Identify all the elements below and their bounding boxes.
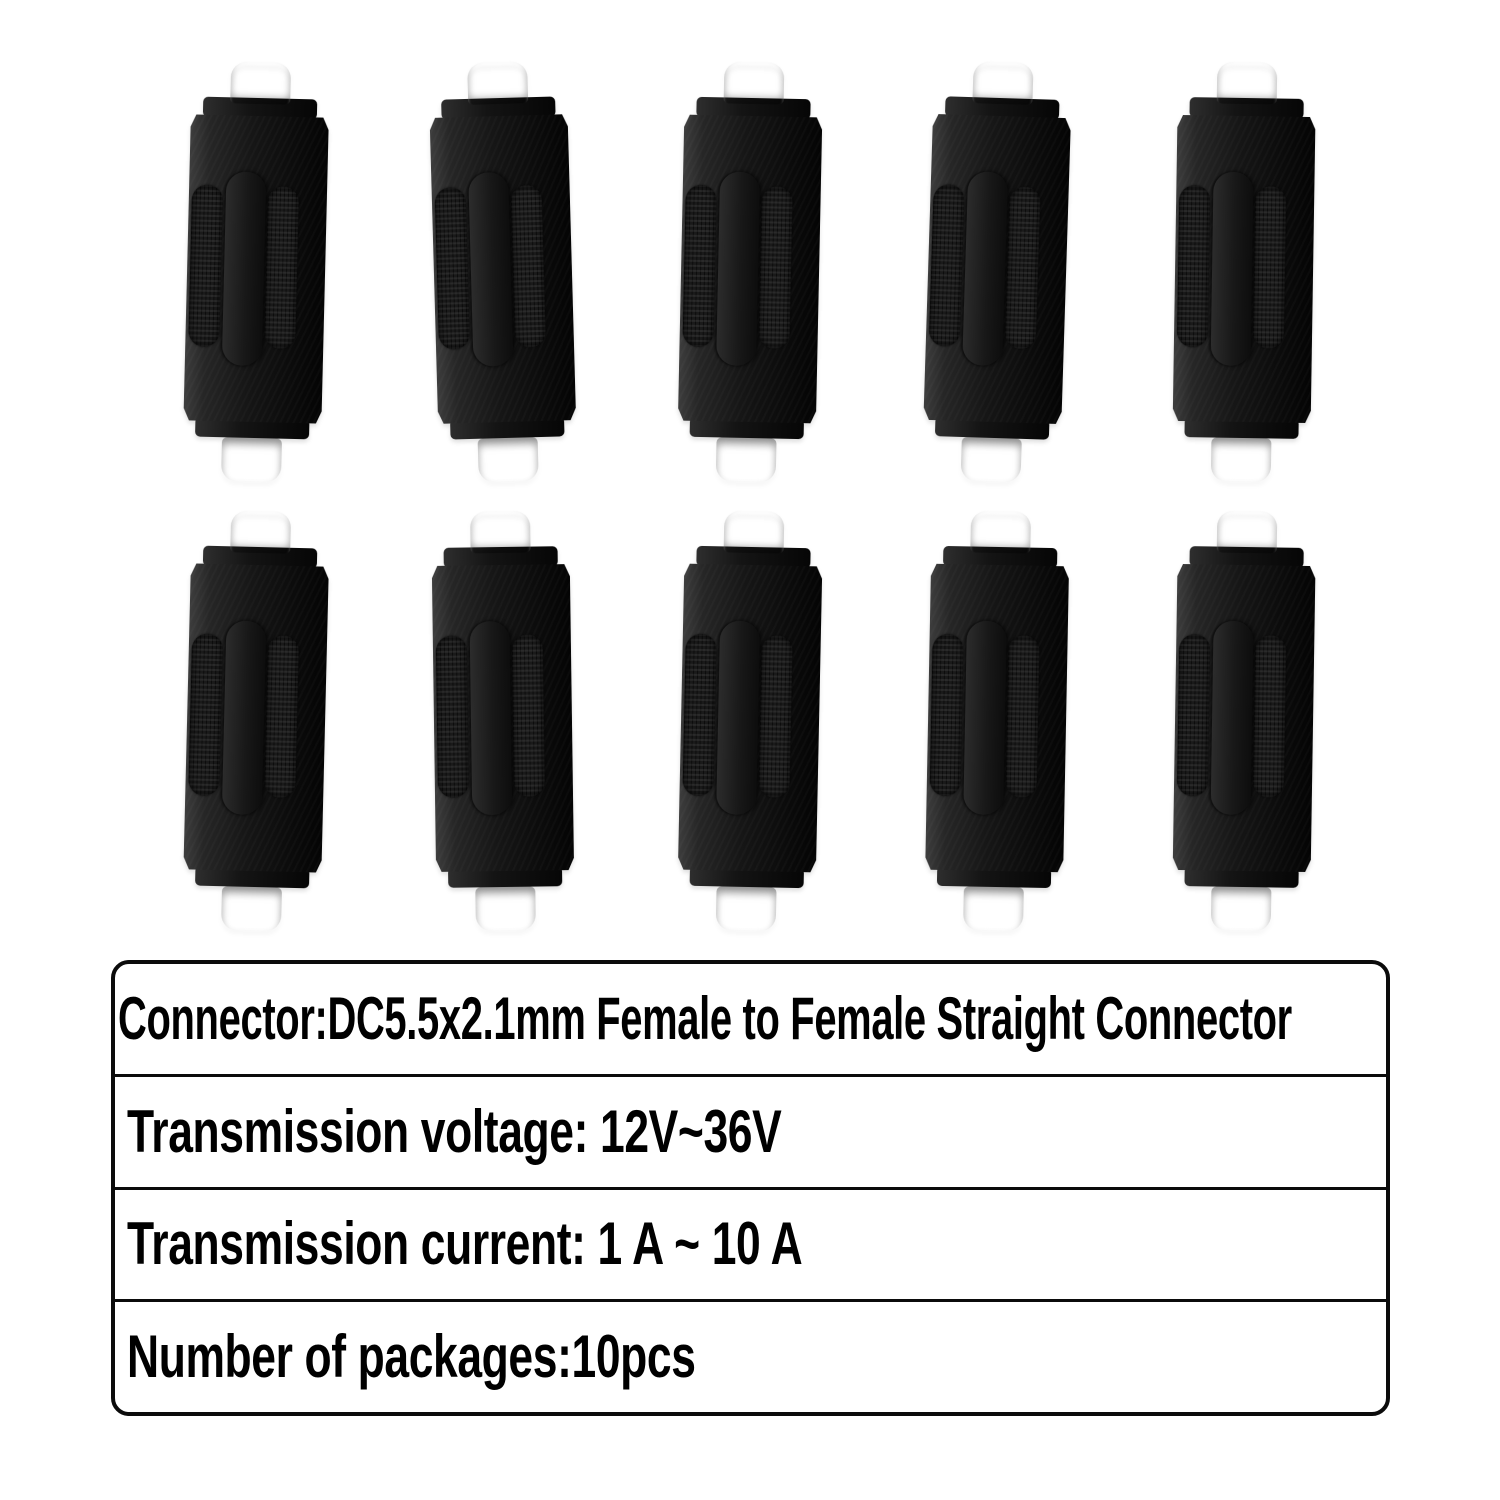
connector-row <box>181 62 1319 487</box>
smooth-center-panel <box>1211 172 1254 367</box>
smooth-center-panel <box>222 620 267 815</box>
smooth-center-panel <box>716 171 760 366</box>
smooth-center-panel <box>1211 621 1254 816</box>
knurled-grip-left <box>188 633 223 796</box>
knurled-grip-right <box>1006 635 1040 798</box>
metal-tip-bottom <box>963 886 1024 931</box>
metal-tip-bottom <box>1211 887 1272 932</box>
smooth-center-panel <box>222 171 267 366</box>
knurled-grip-left <box>188 184 223 347</box>
smooth-center-panel <box>470 621 513 816</box>
metal-tip-top <box>1217 62 1278 105</box>
metal-tip-top <box>972 61 1033 105</box>
knurled-grip-right <box>1253 186 1287 348</box>
spec-row-voltage: Transmission voltage: 12V~36V <box>115 1073 1386 1187</box>
metal-tip-bottom <box>716 437 777 482</box>
metal-tip-top <box>470 511 531 554</box>
connector-body <box>432 564 574 872</box>
knurled-grip-right <box>264 635 299 798</box>
dc-barrel-coupler <box>1166 61 1323 488</box>
dc-barrel-coupler <box>425 510 581 937</box>
knurled-grip-right <box>758 186 792 349</box>
metal-tip-top <box>1217 511 1278 554</box>
spec-table: Connector:DC5.5x2.1mm Female to Female S… <box>111 960 1390 1416</box>
spec-text-connector: Connector:DC5.5x2.1mm Female to Female S… <box>118 984 1292 1052</box>
connector-body <box>678 115 822 424</box>
connector-body <box>925 564 1069 873</box>
connector-body <box>430 114 576 424</box>
dc-barrel-coupler <box>1166 510 1323 937</box>
metal-tip-top <box>724 510 785 553</box>
spec-row-current: Transmission current: 1 A ~ 10 A <box>115 1186 1386 1300</box>
connector-body <box>1173 564 1316 872</box>
connector-body <box>923 114 1071 424</box>
metal-tip-top <box>230 61 291 104</box>
dc-barrel-coupler <box>176 60 336 489</box>
dc-barrel-coupler <box>422 60 584 489</box>
dc-barrel-coupler <box>671 509 830 937</box>
knurled-grip-left <box>682 185 716 348</box>
dc-barrel-coupler <box>915 60 1078 490</box>
knurled-grip-right <box>511 185 547 348</box>
smooth-center-panel <box>963 620 1007 815</box>
spec-text-package-count: Number of packages:10pcs <box>127 1323 696 1391</box>
connector-body <box>183 563 328 872</box>
knurled-grip-left <box>929 184 965 347</box>
dc-barrel-coupler <box>671 60 830 488</box>
knurled-grip-left <box>1177 634 1211 796</box>
connector-body <box>183 114 328 423</box>
knurled-grip-left <box>1177 185 1211 347</box>
spec-text-current: Transmission current: 1 A ~ 10 A <box>127 1210 803 1278</box>
metal-tip-bottom <box>478 437 539 483</box>
metal-tip-bottom <box>221 437 282 482</box>
metal-tip-bottom <box>960 437 1021 483</box>
connector-body <box>678 564 822 873</box>
metal-tip-top <box>467 61 528 105</box>
spec-row-package-count: Number of packages:10pcs <box>115 1299 1386 1412</box>
metal-tip-bottom <box>1211 438 1272 483</box>
connector-row <box>181 511 1319 936</box>
knurled-grip-left <box>436 635 469 797</box>
knurled-grip-right <box>512 634 545 796</box>
knurled-grip-left <box>435 187 471 350</box>
smooth-center-panel <box>468 172 513 367</box>
knurled-grip-right <box>758 635 792 798</box>
spec-row-connector: Connector:DC5.5x2.1mm Female to Female S… <box>115 964 1386 1074</box>
knurled-grip-left <box>930 634 964 797</box>
metal-tip-top <box>724 61 785 104</box>
metal-tip-bottom <box>221 886 282 931</box>
dc-barrel-coupler <box>918 510 1076 938</box>
knurled-grip-right <box>264 186 299 349</box>
dc-barrel-coupler <box>176 509 336 938</box>
smooth-center-panel <box>962 171 1008 366</box>
connector-body <box>1173 115 1316 423</box>
metal-tip-top <box>970 510 1031 553</box>
spec-text-voltage: Transmission voltage: 12V~36V <box>127 1097 782 1165</box>
metal-tip-top <box>230 510 291 553</box>
knurled-grip-right <box>1253 635 1287 797</box>
knurled-grip-right <box>1005 186 1041 349</box>
smooth-center-panel <box>716 620 760 815</box>
metal-tip-bottom <box>475 887 536 932</box>
knurled-grip-left <box>682 634 716 797</box>
metal-tip-bottom <box>716 886 777 931</box>
connector-grid <box>0 62 1500 936</box>
